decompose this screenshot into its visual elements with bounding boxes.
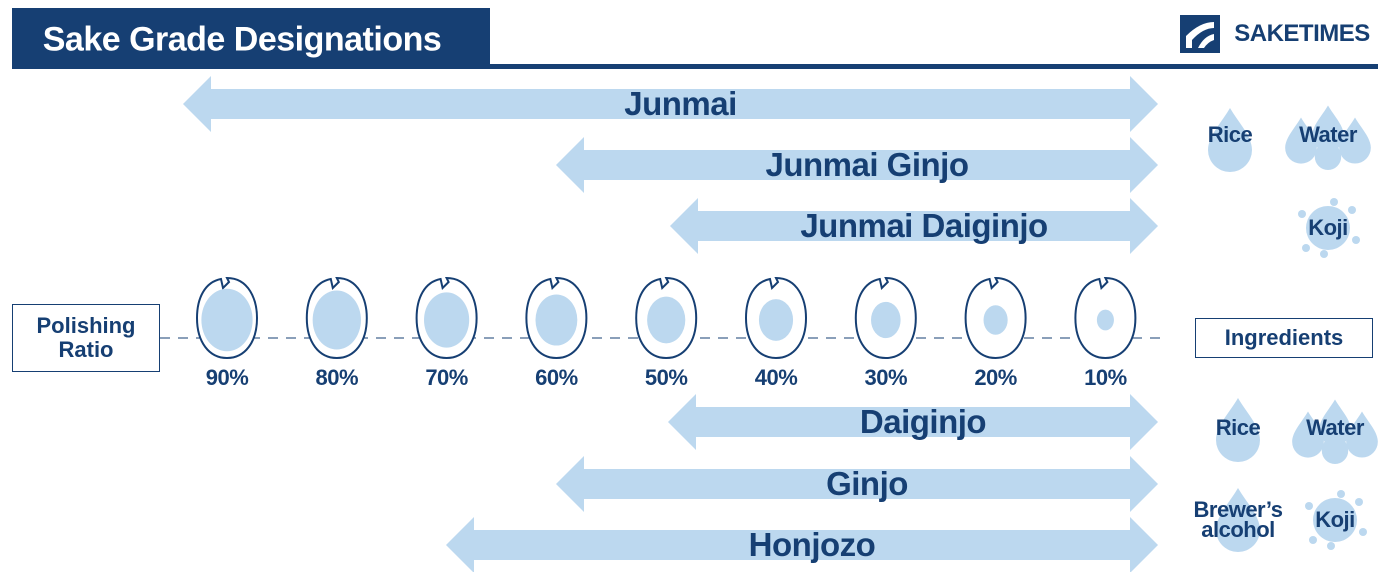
ingredient-label: Koji [1315,507,1355,532]
ratio-label: 70% [425,365,468,390]
polished-core [871,301,901,339]
ingredient-label: Water [1299,122,1357,147]
grade-arrow [556,137,1158,193]
brand: SAKETIMES [1234,20,1370,47]
grade-arrow [556,456,1158,512]
grade-label: Honjozo [748,526,876,563]
ingredients-label: Ingredients [1195,318,1373,358]
grade-label: Ginjo [826,465,908,502]
polished-core [312,290,361,350]
koji-spore [1305,502,1313,510]
polished-core [424,292,470,348]
drop-icon [1216,398,1260,462]
drop-icon [1319,399,1351,446]
grade-label: Junmai Daiginjo [800,207,1048,244]
ingredient-label: Rice [1215,415,1261,440]
ingredient-label: Rice [1207,122,1253,147]
koji-spore [1355,498,1363,506]
koji-spore [1298,210,1306,218]
ingredient-label: Koji [1308,215,1348,240]
drop-icon [1216,488,1260,552]
ratio-label: 80% [315,365,359,390]
drop-icon [1346,411,1378,458]
polished-core [1096,309,1114,331]
brand-logo [1180,15,1220,53]
ratio-label: 10% [1084,365,1127,390]
drop-icon [1339,117,1371,164]
polished-core [201,288,253,352]
ratio-label: 20% [974,365,1017,390]
koji-icon [1313,498,1357,542]
header-rule [12,64,1378,69]
ratio-label: 90% [205,365,249,390]
ratio-label: 60% [535,365,578,390]
drop-icon [1285,117,1317,164]
polished-core [647,296,686,344]
ratio-label: 50% [644,365,688,390]
ratio-label: 40% [754,365,798,390]
drop-icon [1208,108,1252,172]
title-bar [12,8,490,68]
grade-arrow [446,517,1158,572]
polished-core [983,305,1008,335]
polishing-label: Polishing Ratio [12,304,160,372]
grade-label: Junmai Ginjo [765,146,969,183]
koji-spore [1359,528,1367,536]
koji-spore [1320,250,1328,258]
polished-core [535,294,578,346]
koji-spore [1309,536,1317,544]
koji-icon [1306,206,1350,250]
koji-spore [1302,244,1310,252]
polished-core [758,299,794,341]
koji-spore [1327,542,1335,550]
koji-spore [1348,206,1356,214]
title: Sake Grade Designations [42,20,442,59]
grade-arrow [183,76,1158,132]
drop-icon [1321,425,1349,464]
grade-label: Junmai [624,85,737,122]
ingredient-label: Water [1306,415,1364,440]
grade-arrow [668,394,1158,450]
grade-label: Daiginjo [859,403,987,440]
drop-icon [1314,131,1342,170]
koji-spore [1330,198,1338,206]
ratio-label: 30% [864,365,908,390]
koji-spore [1352,236,1360,244]
drop-icon [1312,105,1344,152]
koji-spore [1337,490,1345,498]
ingredient-label: Brewer’s alcohol [1193,497,1283,542]
grade-arrow [670,198,1158,254]
drop-icon [1292,411,1324,458]
